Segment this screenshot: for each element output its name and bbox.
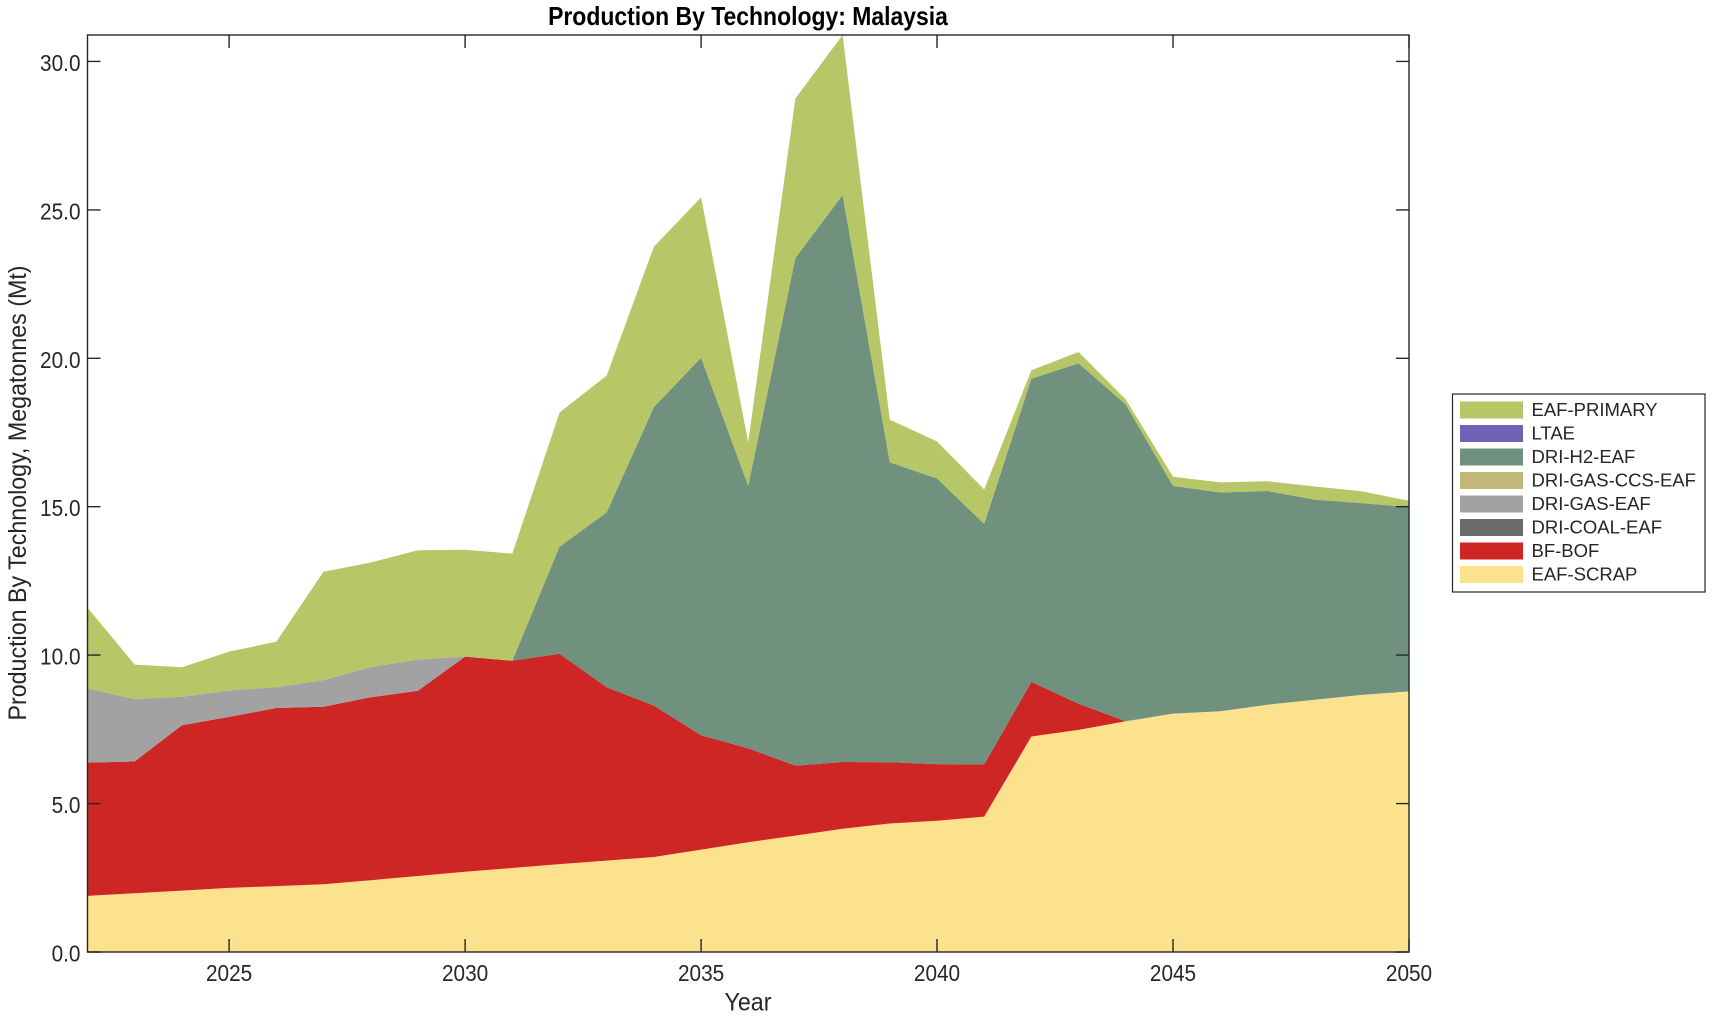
svg-text:2025: 2025 (206, 960, 252, 986)
svg-text:25.0: 25.0 (40, 198, 80, 224)
svg-text:2045: 2045 (1150, 960, 1196, 986)
svg-text:DRI-GAS-CCS-EAF: DRI-GAS-CCS-EAF (1532, 470, 1696, 491)
svg-text:Production By Technology, Mega: Production By Technology, Megatonnes (Mt… (4, 265, 32, 720)
svg-text:2030: 2030 (442, 960, 488, 986)
svg-text:DRI-COAL-EAF: DRI-COAL-EAF (1532, 517, 1663, 538)
svg-text:DRI-H2-EAF: DRI-H2-EAF (1532, 446, 1636, 467)
svg-text:BF-BOF: BF-BOF (1532, 540, 1600, 561)
svg-text:2050: 2050 (1386, 960, 1432, 986)
svg-text:15.0: 15.0 (40, 495, 80, 521)
svg-text:0.0: 0.0 (52, 940, 81, 966)
svg-text:DRI-GAS-EAF: DRI-GAS-EAF (1532, 493, 1651, 514)
svg-text:20.0: 20.0 (40, 347, 80, 373)
svg-text:2040: 2040 (914, 960, 960, 986)
svg-text:30.0: 30.0 (40, 50, 80, 76)
svg-text:EAF-PRIMARY: EAF-PRIMARY (1532, 399, 1658, 420)
svg-text:Year: Year (725, 989, 772, 1017)
svg-text:LTAE: LTAE (1532, 423, 1576, 444)
svg-text:5.0: 5.0 (52, 792, 81, 818)
svg-text:Production By Technology: Mala: Production By Technology: Malaysia (548, 3, 948, 31)
svg-text:2035: 2035 (678, 960, 724, 986)
svg-text:EAF-SCRAP: EAF-SCRAP (1532, 564, 1638, 585)
svg-text:10.0: 10.0 (40, 643, 80, 669)
